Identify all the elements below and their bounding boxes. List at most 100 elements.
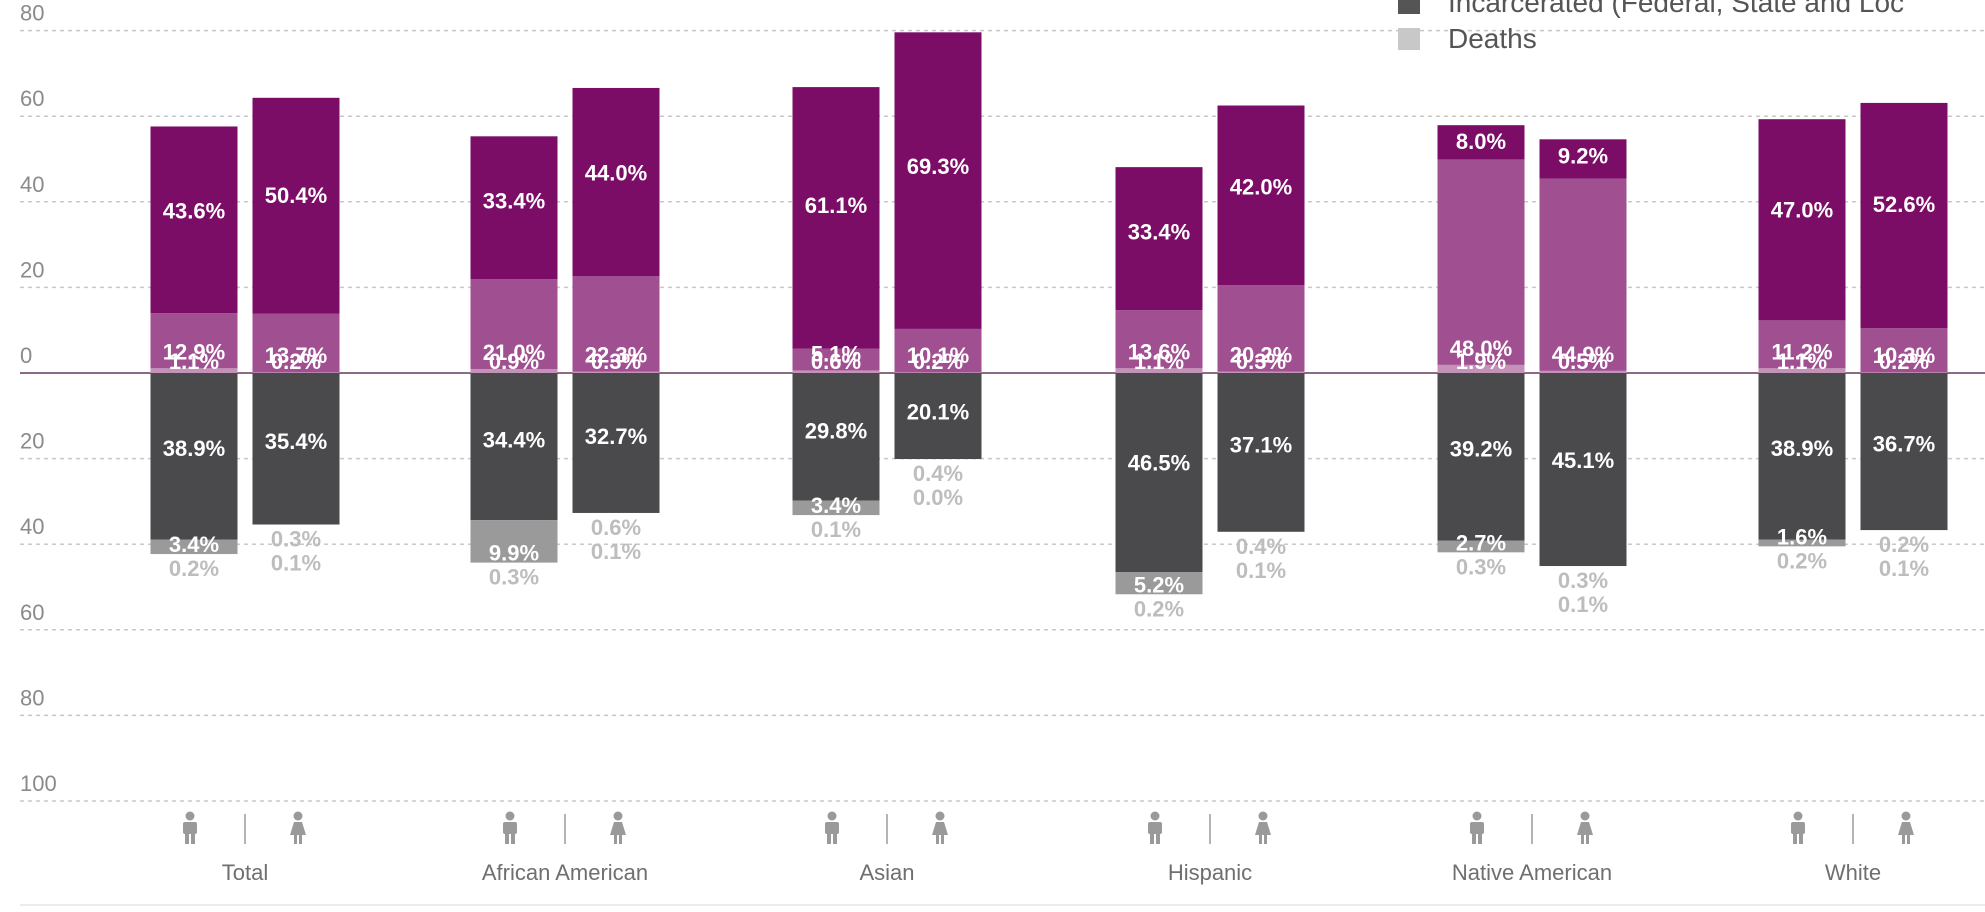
- bar-segment: [1539, 370, 1627, 373]
- y-tick-label: 80: [20, 685, 44, 710]
- category-label: Native American: [1452, 860, 1612, 885]
- bar-segment: [1539, 178, 1627, 371]
- bar-segment: [792, 373, 880, 501]
- bar-segment: [1217, 285, 1305, 372]
- bar-value-label: 29.8%: [805, 418, 867, 443]
- y-tick-label: 40: [20, 172, 44, 197]
- bar-value-label: 5.2%: [1134, 572, 1184, 597]
- bar-value-label: 13.6%: [1128, 339, 1190, 364]
- bar-value-label: 47.0%: [1771, 198, 1833, 223]
- bar-value-label: 43.6%: [163, 198, 225, 223]
- bar-segment: [470, 520, 558, 563]
- bar-value-label: 1.6%: [1777, 524, 1827, 549]
- bar-value-label: 0.1%: [1558, 592, 1608, 617]
- bar-value-label: 9.2%: [1558, 143, 1608, 168]
- x-axis: Total African American Asian Hispanic Native…: [183, 811, 1914, 885]
- bar-segment: [470, 279, 558, 370]
- y-tick-label: 0: [20, 343, 32, 368]
- y-tick-label: 20: [20, 429, 44, 454]
- bar-segment: [150, 373, 238, 540]
- bar-segment: [470, 373, 558, 521]
- bar-segment: [1758, 320, 1846, 369]
- bar-segment: [150, 368, 238, 373]
- bar-value-label: 42.0%: [1230, 174, 1292, 199]
- bar-segment: [1437, 125, 1525, 160]
- bar-value-label: 0.1%: [591, 539, 641, 564]
- category-label: African American: [482, 860, 648, 885]
- bar-value-label: 0.3%: [1456, 554, 1506, 579]
- bar-value-label: 69.3%: [907, 154, 969, 179]
- bar-segment: [1115, 368, 1203, 373]
- bar-segment: [792, 87, 880, 349]
- bar-segment: [150, 313, 238, 369]
- bar-value-label: 0.4%: [913, 461, 963, 486]
- bar-value-label: 0.2%: [1879, 532, 1929, 557]
- bar-value-label: 22.3%: [585, 343, 647, 368]
- category-label: White: [1825, 860, 1881, 885]
- male-person-icon: [183, 811, 197, 844]
- male-person-icon: [825, 811, 839, 844]
- bar-segment: [252, 313, 340, 373]
- bar-value-label: 20.2%: [1230, 343, 1292, 368]
- bar-segment: [1115, 310, 1203, 369]
- bar-value-label: 33.4%: [1128, 219, 1190, 244]
- bar-value-label: 3.4%: [169, 532, 219, 557]
- bar-segment: [1860, 373, 1948, 531]
- bar-segment: [1115, 373, 1203, 573]
- bar-value-label: 0.2%: [271, 349, 321, 374]
- bar-value-label: 32.7%: [585, 424, 647, 449]
- bar-value-label: 21.0%: [483, 340, 545, 365]
- bar-value-label: 5.1%: [811, 341, 861, 366]
- bar-value-label: 3.4%: [811, 493, 861, 518]
- bar-value-label: 48.0%: [1450, 336, 1512, 361]
- bar-value-label: 1.1%: [1134, 349, 1184, 374]
- bar-segment: [792, 370, 880, 373]
- bar-segment: [1758, 119, 1846, 321]
- bar-segment: [572, 87, 660, 277]
- bar-value-label: 1.1%: [169, 349, 219, 374]
- bar-value-label: 0.4%: [1236, 534, 1286, 559]
- bar-segment: [150, 539, 238, 555]
- bar-value-label: 44.0%: [585, 161, 647, 186]
- bar-segment: [1115, 572, 1203, 595]
- legend-swatch: [1398, 28, 1420, 50]
- bar-segment: [1758, 539, 1846, 547]
- bar-value-label: 9.9%: [489, 541, 539, 566]
- bar-segment: [1539, 139, 1627, 179]
- legend: Incarcerated (Federal, State and Loc Deat…: [1398, 0, 1904, 54]
- bar-segment: [1437, 159, 1525, 365]
- bar-value-label: 0.6%: [591, 515, 641, 540]
- bar-segment: [252, 372, 340, 373]
- y-tick-label: 60: [20, 600, 44, 625]
- y-tick-label: 20: [20, 257, 44, 282]
- bar-value-label: 0.9%: [489, 349, 539, 374]
- y-tick-label: 40: [20, 514, 44, 539]
- category-label: Total: [222, 860, 268, 885]
- bar-value-label: 0.5%: [1558, 349, 1608, 374]
- bar-value-label: 0.2%: [913, 349, 963, 374]
- gridlines: [20, 29, 1985, 906]
- male-person-icon: [1791, 811, 1805, 844]
- bar-segment: [894, 372, 982, 373]
- bar-value-label: 11.2%: [1771, 339, 1832, 364]
- bar-value-label: 0.0%: [913, 485, 963, 510]
- bar-value-label: 39.2%: [1450, 436, 1512, 461]
- bar-value-label: 46.5%: [1128, 451, 1190, 476]
- bar-value-label: 0.1%: [811, 517, 861, 542]
- bar-value-label: 38.9%: [163, 436, 225, 461]
- bar-segment: [792, 348, 880, 371]
- bar-segment: [1217, 373, 1305, 532]
- bar-value-label: 0.6%: [811, 349, 861, 374]
- bar-value-label: 37.1%: [1230, 432, 1292, 457]
- bar-segment: [894, 373, 982, 460]
- bar-value-label: 52.6%: [1873, 192, 1935, 217]
- bar-value-label: 0.2%: [1777, 548, 1827, 573]
- bar-value-label: 2.7%: [1456, 530, 1506, 555]
- bar-value-label: 36.7%: [1873, 432, 1935, 457]
- bar-segment: [150, 126, 238, 314]
- female-person-icon: [1898, 811, 1914, 844]
- bar-segment: [1860, 372, 1948, 373]
- bar-value-label: 1.9%: [1456, 349, 1506, 374]
- bar-segment: [1437, 540, 1525, 553]
